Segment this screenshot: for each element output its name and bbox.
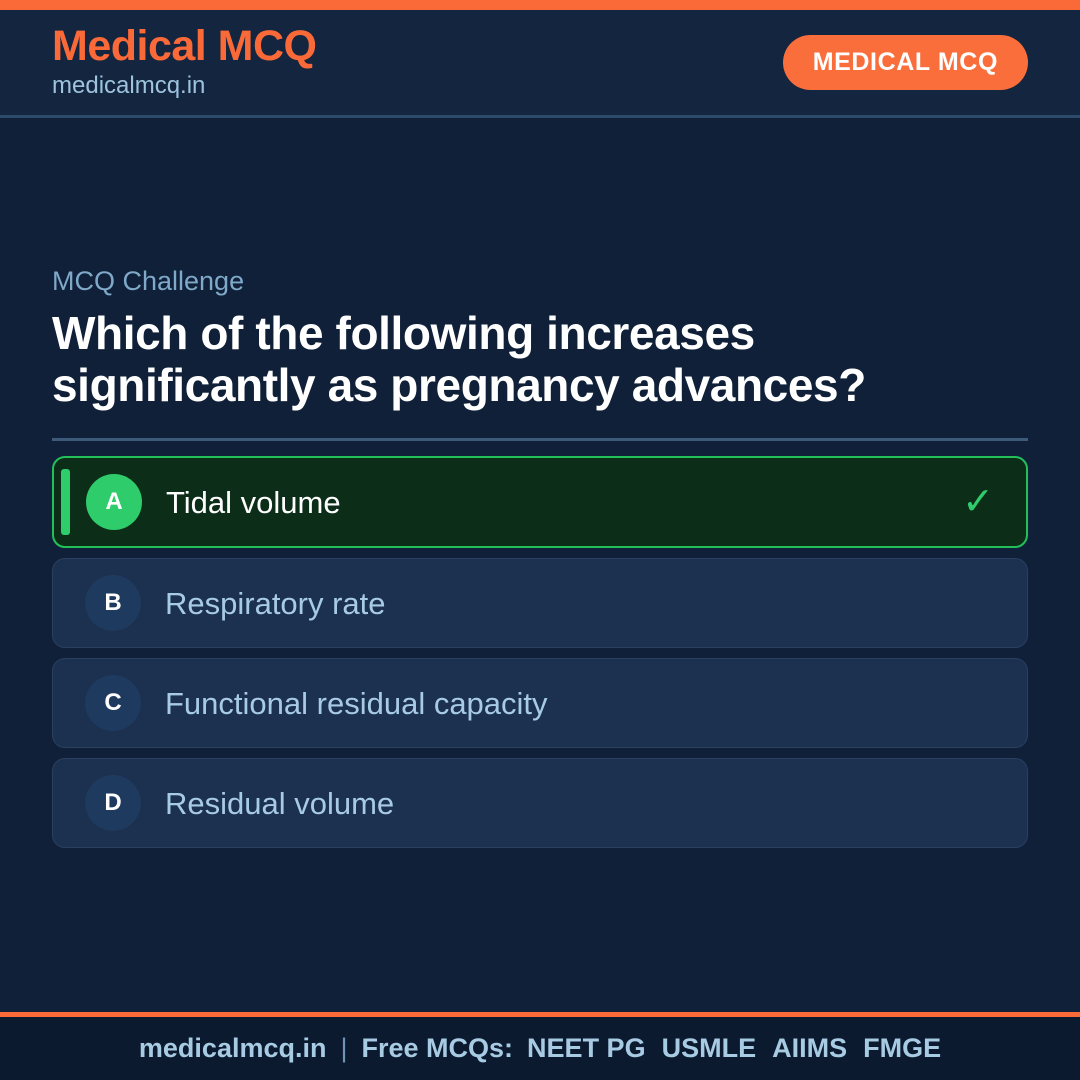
option-d[interactable]: D Residual volume: [52, 758, 1028, 849]
option-label: Respiratory rate: [165, 585, 386, 621]
footer-exam-aiims[interactable]: AIIMS: [772, 1033, 848, 1063]
brand-subtitle: medicalmcq.in: [52, 72, 206, 100]
footer-exam-usmle[interactable]: USMLE: [661, 1033, 757, 1063]
footer-exam-neet-pg[interactable]: NEET PG: [527, 1033, 646, 1063]
brand-title: Medical MCQ: [52, 22, 317, 71]
eyebrow-label: MCQ Challenge: [52, 266, 245, 296]
option-label: Residual volume: [165, 785, 395, 821]
option-b[interactable]: B Respiratory rate: [52, 558, 1028, 649]
footer: medicalmcq.in | Free MCQs: NEET PG USMLE…: [0, 1012, 1080, 1080]
brand-block: Medical MCQ medicalmcq.in: [52, 22, 317, 101]
option-letter-badge: D: [85, 775, 141, 832]
header: Medical MCQ medicalmcq.in MEDICAL MCQ: [0, 10, 1080, 118]
top-accent-bar: [0, 0, 1080, 10]
footer-exam-fmge[interactable]: FMGE: [863, 1033, 942, 1063]
footer-content: medicalmcq.in | Free MCQs: NEET PG USMLE…: [139, 1033, 941, 1064]
footer-exam-list: NEET PG USMLE AIIMS FMGE: [527, 1033, 941, 1064]
option-label: Tidal volume: [166, 484, 341, 520]
check-icon: ✓: [962, 481, 994, 524]
header-badge[interactable]: MEDICAL MCQ: [782, 35, 1028, 90]
option-label: Functional residual capacity: [165, 685, 548, 721]
option-letter-badge: A: [86, 474, 142, 531]
section-divider: [52, 438, 1028, 442]
correct-accent-bar: [61, 469, 70, 536]
option-a[interactable]: A Tidal volume ✓: [52, 456, 1028, 549]
footer-label: Free MCQs:: [361, 1033, 514, 1063]
options-list: A Tidal volume ✓ B Respiratory rate C Fu…: [52, 456, 1028, 849]
option-letter-badge: B: [85, 575, 141, 632]
footer-site[interactable]: medicalmcq.in: [138, 1033, 327, 1063]
option-c[interactable]: C Functional residual capacity: [52, 658, 1028, 749]
question-text: Which of the following increases signifi…: [52, 307, 866, 412]
main-content: MCQ Challenge Which of the following inc…: [0, 118, 1080, 1012]
option-letter-badge: C: [85, 675, 141, 732]
footer-separator: |: [340, 1033, 348, 1063]
